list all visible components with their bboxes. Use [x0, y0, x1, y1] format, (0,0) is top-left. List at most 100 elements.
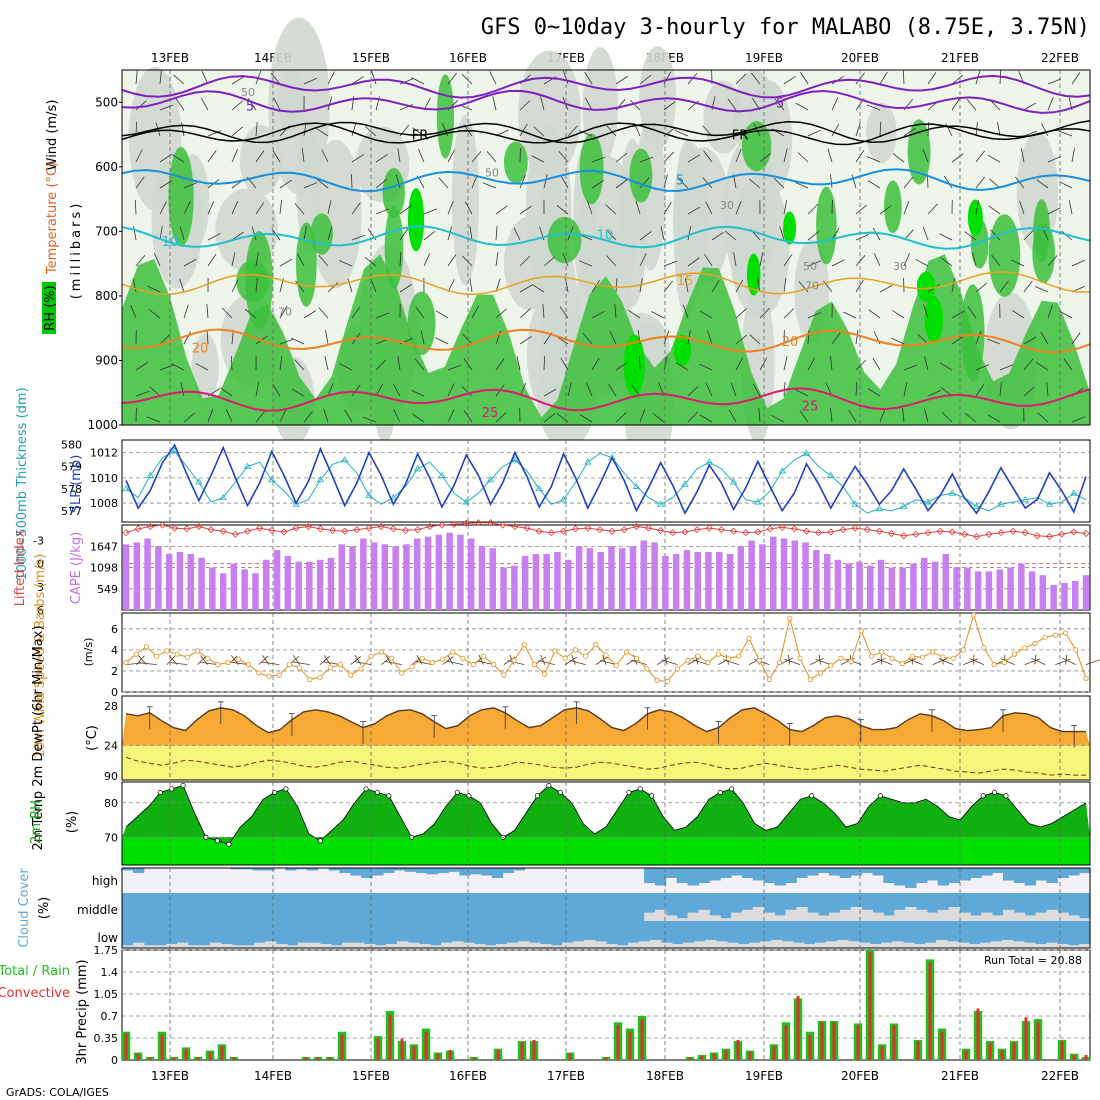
- wind-barb: [395, 174, 401, 189]
- wind-barb: [903, 253, 910, 267]
- cloud-middle-bar: [774, 915, 786, 921]
- wind-speed-point: [460, 655, 466, 661]
- cloud-high-bar: [1003, 868, 1015, 881]
- wind-barb-10m: [1062, 657, 1076, 665]
- wind-barb: [207, 233, 221, 241]
- cape-bar: [748, 540, 755, 610]
- wind-barb-10m: [476, 660, 494, 666]
- wind-barb: [855, 122, 861, 137]
- cloud-middle-bar: [742, 909, 754, 921]
- wind-speed-point: [470, 661, 476, 668]
- wind-barb: [807, 330, 810, 345]
- thickness-point: [997, 500, 1005, 507]
- wind-barb: [735, 334, 748, 345]
- ylabel-temperature: Temperature (°C): [45, 162, 60, 275]
- date-label-top: 20FEB: [841, 51, 879, 65]
- precip-convective-bar: [148, 1057, 152, 1060]
- wind-speed-point: [603, 652, 609, 658]
- precip-convective-bar: [976, 1008, 980, 1060]
- wind-speed-point: [399, 670, 405, 676]
- rh-green-blob: [1032, 223, 1055, 284]
- cloud-low-bar: [584, 939, 596, 948]
- cloud-low-bar: [122, 945, 134, 948]
- cape-bar: [597, 552, 604, 610]
- li-point: [559, 527, 568, 535]
- li-point: [292, 524, 300, 532]
- wind-barb: [735, 148, 742, 163]
- wind-speed-point: [480, 653, 486, 659]
- cape-bar: [327, 557, 335, 610]
- cape-bar: [1039, 575, 1047, 610]
- li-point: [268, 526, 276, 534]
- wind-barb: [578, 260, 593, 267]
- precip-convective-bar: [208, 1052, 212, 1060]
- cloud-low-bar: [595, 941, 607, 949]
- wind-barb-10m: [753, 659, 770, 665]
- rh-point: [717, 789, 723, 795]
- cloud-low-bar: [672, 944, 684, 948]
- rh-point: [169, 786, 175, 792]
- rh-green-blob: [988, 214, 1021, 297]
- temp-tick-label: 28: [104, 700, 118, 713]
- isotherm-line: [121, 74, 1091, 99]
- cape-bar: [1007, 567, 1014, 610]
- wind-barb: [783, 307, 795, 319]
- li-point: [657, 526, 665, 534]
- cape-bar: [284, 555, 292, 610]
- cloud-high-bar: [230, 868, 243, 870]
- date-label-bottom: 20FEB: [841, 1069, 879, 1083]
- wind-barb: [879, 71, 888, 85]
- wind-barb: [1047, 156, 1062, 163]
- rh-green-blob: [547, 216, 582, 264]
- wind-barb: [159, 70, 162, 85]
- precip-convective-bar: [1072, 1055, 1076, 1060]
- wind-speed-point: [286, 661, 292, 668]
- cloud-high-bar: [132, 868, 145, 873]
- wind-barb: [639, 156, 654, 163]
- rh-bright-blob: [783, 211, 797, 245]
- wind-barb: [951, 74, 964, 85]
- wind-barb: [133, 226, 137, 241]
- wind-barb: [759, 357, 768, 371]
- li-point: [608, 527, 616, 535]
- wind-speed-point: [950, 655, 956, 661]
- wind-barb: [519, 335, 532, 345]
- wind-speed-point: [123, 659, 129, 666]
- wind-barb: [364, 256, 377, 267]
- cloud-level-label: middle: [77, 903, 118, 917]
- wind-barb: [584, 97, 593, 111]
- rh-green-band: [122, 254, 1090, 425]
- thickness-point: [900, 502, 908, 509]
- rh-green-blob: [436, 74, 455, 159]
- li-point: [389, 525, 397, 533]
- cape-bar: [554, 552, 561, 610]
- cape-bar: [338, 544, 345, 610]
- ylabel-slp: SLP (mb): [69, 455, 84, 514]
- wind-barb-10m: [540, 654, 546, 665]
- cloud-high-bar: [404, 868, 417, 872]
- precip-convective-bar: [400, 1038, 404, 1060]
- wind-speed-point: [296, 665, 303, 671]
- wind-barb: [303, 310, 317, 319]
- wind-barb: [675, 362, 689, 371]
- wind-speed-point: [1052, 632, 1059, 638]
- wind-barb: [183, 304, 189, 319]
- cloud-middle-bar: [948, 907, 960, 921]
- isotherm-label: 25: [482, 406, 499, 421]
- cloud-low-bar: [375, 945, 387, 948]
- wind-barb: [375, 383, 384, 397]
- cloud-high-bar: [383, 868, 395, 873]
- wind-barb: [447, 383, 455, 397]
- wind-barb: [855, 255, 866, 267]
- cape-bar: [1028, 571, 1036, 610]
- wind-speed-point: [378, 649, 384, 655]
- wind-barb: [987, 414, 1001, 423]
- wind-barb: [735, 357, 744, 371]
- cape-bar: [435, 534, 443, 610]
- cape-bar: [532, 554, 540, 610]
- li-point: [146, 522, 154, 531]
- cloud-low-bar: [485, 945, 497, 948]
- cloud-low-bar: [1068, 945, 1080, 948]
- bottom-date-axis: 13FEB 14FEB 15FEB 16FEB 17FEB 18FEB 19FEB 20FEB…: [151, 1069, 1079, 1083]
- date-label-bottom: 16FEB: [449, 1069, 487, 1083]
